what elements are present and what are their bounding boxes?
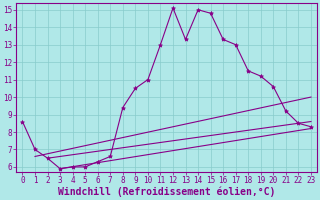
X-axis label: Windchill (Refroidissement éolien,°C): Windchill (Refroidissement éolien,°C) xyxy=(58,187,276,197)
